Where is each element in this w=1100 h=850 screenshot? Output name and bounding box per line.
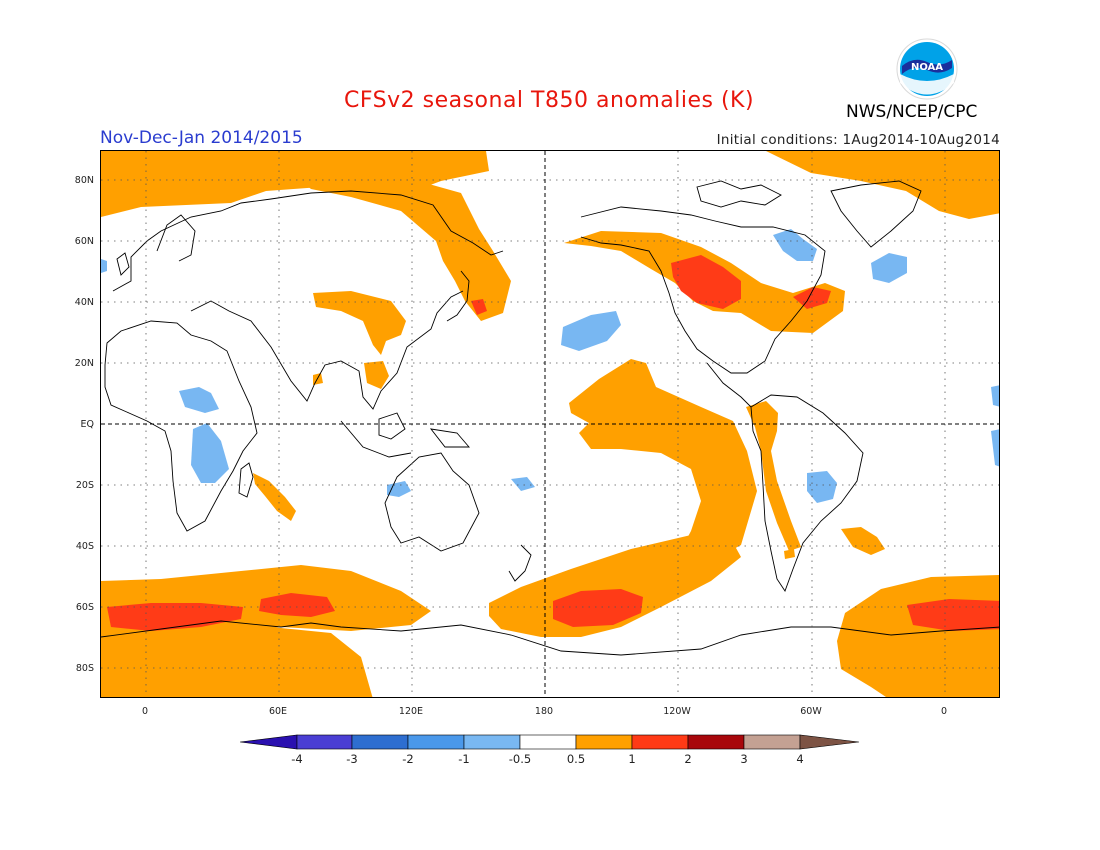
colorbar-cell-10 — [799, 734, 860, 750]
reference-lines — [101, 151, 999, 697]
warm-arctic-east — [766, 151, 999, 219]
coastline-layer — [101, 180, 999, 656]
colorbar-cell-9 — [743, 734, 801, 750]
lon-label-60e: 60E — [268, 706, 288, 717]
logo-text: NOAA — [911, 62, 943, 73]
warm-south-america-coast — [746, 401, 801, 551]
cool-coral-sea — [511, 477, 535, 491]
coast-new-guinea — [429, 428, 470, 448]
lat-label-20s: 20S — [75, 480, 94, 491]
colorbar-label-p2: 2 — [684, 752, 692, 766]
coast-madagascar — [238, 462, 254, 498]
forecast-period: Nov-Dec-Jan 2014/2015 — [100, 128, 303, 148]
coast-japan — [446, 270, 470, 322]
lon-label-60w: 60W — [800, 706, 822, 717]
lon-label-0-east: 0 — [940, 706, 948, 717]
colorbar-cell-0 — [240, 734, 298, 750]
cool-atlantic-east — [991, 385, 999, 407]
colorbar-cell-4 — [463, 734, 521, 750]
lon-label-0: 0 — [141, 706, 149, 717]
cool-north-atlantic — [871, 253, 907, 283]
lat-label-eq: EQ — [80, 419, 94, 430]
colorbar-label-m2: -2 — [402, 752, 414, 766]
coast-europe-north — [112, 190, 504, 292]
lon-label-120e: 120E — [398, 706, 424, 717]
lon-label-180: 180 — [534, 706, 554, 717]
coast-new-zealand — [508, 544, 532, 582]
anomaly-map — [100, 150, 1000, 698]
lat-label-40n: 40N — [74, 297, 94, 308]
cool-atlantic-edge — [101, 259, 107, 273]
colorbar-cell-5 — [519, 734, 577, 750]
lat-label-40s: 40S — [75, 541, 94, 552]
cool-central-africa — [191, 423, 229, 483]
coast-scandinavia — [156, 214, 196, 262]
coast-sumatra-java — [340, 420, 412, 458]
cool-africa-east-edge — [991, 429, 999, 467]
coast-eurasia-south — [190, 290, 464, 410]
strong-warm-southern-west — [107, 603, 243, 631]
colorbar-label-p1: 1 — [628, 752, 636, 766]
strong-warm-japan — [471, 299, 487, 315]
coast-central-america — [706, 362, 752, 408]
lat-label-60s: 60S — [75, 602, 94, 613]
coast-africa — [104, 320, 258, 532]
colorbar-cell-2 — [351, 734, 409, 750]
agency-label: NWS/NCEP/CPC — [846, 102, 978, 122]
coast-south-america — [750, 394, 864, 592]
warm-east-asia — [313, 291, 406, 355]
colorbar-label-m4: -4 — [291, 752, 303, 766]
cool-anomaly-layer — [101, 229, 999, 503]
lon-label-120w: 120W — [663, 706, 691, 717]
coast-greenland — [830, 180, 922, 248]
strong-warm-great-lakes — [793, 287, 831, 309]
coast-borneo — [378, 412, 406, 440]
colorbar — [240, 734, 860, 750]
coast-uk — [116, 252, 130, 276]
cool-hudson — [773, 229, 817, 261]
coast-north-america — [580, 206, 826, 374]
colorbar-cell-1 — [296, 734, 353, 750]
colorbar-cell-8 — [687, 734, 745, 750]
coast-arctic-islands — [696, 180, 782, 208]
coast-australia — [384, 452, 480, 552]
colorbar-label-p4: 4 — [796, 752, 804, 766]
warm-south-atlantic — [841, 527, 885, 555]
noaa-logo-icon: NOAA — [896, 38, 958, 100]
colorbar-label-m3: -3 — [346, 752, 358, 766]
lat-label-20n: 20N — [74, 358, 94, 369]
strong-warm-anomaly-layer — [107, 255, 999, 631]
colorbar-cell-7 — [631, 734, 689, 750]
colorbar-label-m05: -0.5 — [508, 752, 532, 766]
colorbar-label-p05: 0.5 — [566, 752, 586, 766]
strong-warm-south-pacific — [553, 589, 643, 627]
cool-brazil — [807, 471, 837, 503]
cool-north-australia — [387, 481, 411, 497]
warm-mozambique — [253, 473, 296, 521]
strong-warm-southern-east — [907, 599, 999, 631]
initial-conditions: Initial conditions: 1Aug2014-10Aug2014 — [716, 132, 1000, 148]
warm-siberia-pacific — [291, 171, 511, 321]
cool-north-pacific — [561, 311, 621, 351]
colorbar-cell-6 — [575, 734, 633, 750]
chart-title: CFSv2 seasonal T850 anomalies (K) — [344, 88, 755, 113]
map-canvas — [101, 151, 999, 697]
coast-antarctica — [101, 620, 999, 656]
strong-warm-north-america — [671, 255, 741, 309]
colorbar-label-p3: 3 — [740, 752, 748, 766]
lat-label-80s: 80S — [75, 663, 94, 674]
warm-east-pacific-tongue — [569, 359, 757, 567]
warm-arctic-west — [101, 151, 489, 217]
colorbar-label-m1: -1 — [458, 752, 470, 766]
grid-layer — [101, 151, 999, 697]
warm-indochina — [364, 361, 389, 389]
lat-label-60n: 60N — [74, 236, 94, 247]
cool-west-africa — [179, 387, 219, 413]
colorbar-cell-3 — [407, 734, 465, 750]
warm-small-sa — [784, 549, 795, 559]
warm-southern-ocean-east — [837, 575, 999, 697]
strong-warm-southern-mid — [259, 593, 335, 617]
lat-label-80n: 80N — [74, 175, 94, 186]
warm-antarctic-west — [101, 627, 373, 697]
